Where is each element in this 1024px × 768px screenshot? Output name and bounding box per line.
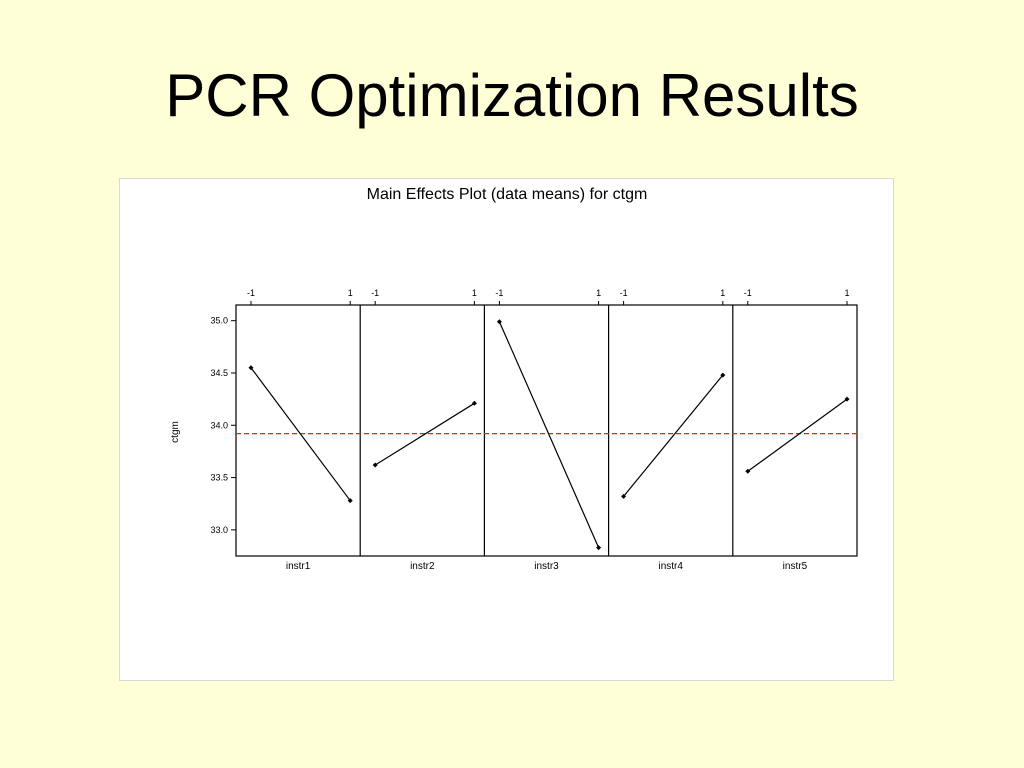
factor-label-instr1: instr1 [286, 561, 311, 572]
data-point-instr4 [720, 372, 726, 378]
chart-title: Main Effects Plot (data means) for ctgm [367, 186, 648, 203]
level-label: 1 [844, 288, 849, 298]
effect-line-instr1 [250, 367, 351, 501]
level-label: -1 [495, 288, 503, 298]
level-label: -1 [247, 288, 255, 298]
factor-label-instr2: instr2 [410, 561, 435, 572]
effect-line-instr4 [623, 374, 724, 497]
factor-label-instr4: instr4 [658, 561, 683, 572]
data-point-instr2 [471, 400, 477, 406]
factor-label-instr3: instr3 [534, 561, 559, 572]
y-axis-label: ctgm [170, 421, 181, 443]
chart-panel: Main Effects Plot (data means) for ctgm … [119, 178, 894, 681]
y-tick-label: 33.0 [210, 525, 228, 535]
effect-line-instr2 [374, 402, 475, 466]
plot-frame [235, 304, 858, 557]
data-point-instr1 [248, 365, 254, 371]
plot-area: 35.0 34.5 34.0 33.5 33.0 -1 1 instr1 -1 1 instr2 -1… [210, 288, 858, 572]
effect-line-instr3 [498, 321, 600, 548]
data-point-instr4 [621, 493, 627, 499]
y-tick-label: 33.5 [210, 473, 228, 483]
data-point-instr3 [596, 545, 602, 551]
level-label: -1 [371, 288, 379, 298]
data-point-instr2 [372, 462, 378, 468]
data-point-instr1 [347, 498, 353, 504]
level-label: -1 [620, 288, 628, 298]
level-label: -1 [744, 288, 752, 298]
level-label: 1 [472, 288, 477, 298]
y-tick-label: 35.0 [210, 316, 228, 326]
effect-line-instr5 [747, 398, 848, 472]
main-effects-chart: Main Effects Plot (data means) for ctgm … [170, 186, 858, 572]
slide-title: PCR Optimization Results [165, 62, 859, 129]
y-tick-label: 34.0 [210, 420, 228, 430]
level-label: 1 [720, 288, 725, 298]
data-point-instr3 [496, 319, 502, 325]
y-tick-label: 34.5 [210, 368, 228, 378]
factor-label-instr5: instr5 [783, 561, 808, 572]
level-label: 1 [596, 288, 601, 298]
data-point-instr5 [745, 468, 751, 474]
level-label: 1 [348, 288, 353, 298]
data-point-instr5 [844, 396, 850, 402]
